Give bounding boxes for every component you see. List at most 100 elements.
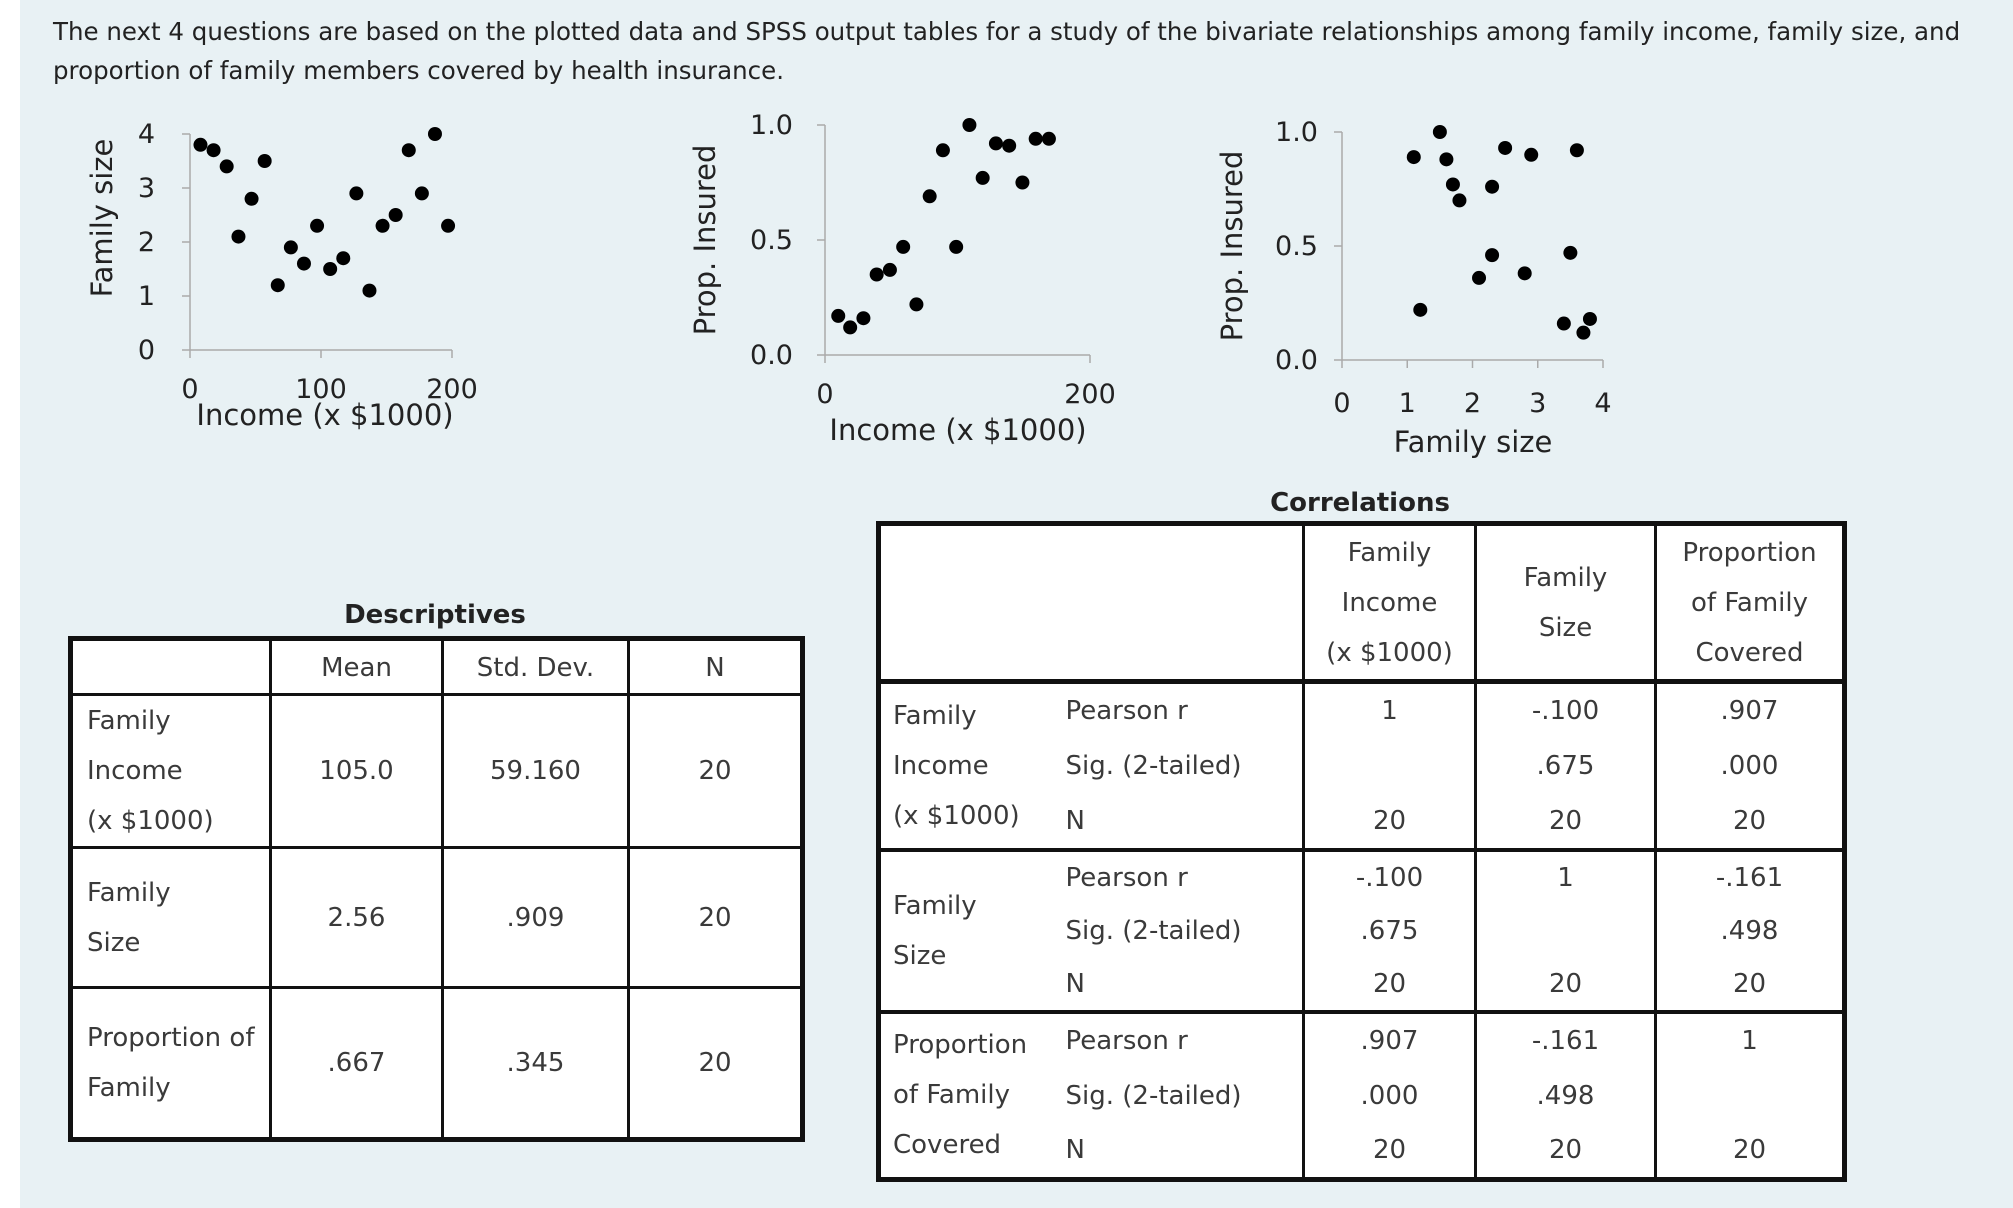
n-income: 20: [627, 693, 804, 849]
scatter-point: [375, 218, 390, 233]
scatter-point: [856, 311, 871, 326]
scatter-point: [283, 240, 298, 255]
y-tick-label: 1.0: [1275, 117, 1318, 148]
header-family-income: Family Income (x $1000): [1302, 523, 1476, 684]
scatter-point: [414, 186, 429, 201]
header-line: Family: [1347, 537, 1432, 568]
header-std-dev: Std. Dev.: [441, 637, 630, 696]
scatter-point: [988, 136, 1003, 151]
scatter-point: [441, 218, 456, 233]
label-line: (x $1000): [893, 800, 1020, 831]
scatter-point: [962, 118, 977, 132]
stat-label: Sig. (2-tailed): [1065, 750, 1242, 781]
label-line: Income: [87, 756, 183, 786]
y-tick-label: 0: [138, 335, 155, 366]
scatter-point: [1445, 177, 1460, 192]
label-line: Covered: [893, 1130, 1002, 1161]
row-label-proportion: Proportion of Family: [69, 986, 272, 1141]
corr-cell: .000: [1654, 737, 1845, 794]
corr-row-prop-pearson: Proportion of Family Covered Pearson r .…: [879, 1011, 1845, 1160]
group-label-size: Family Size: [878, 849, 1054, 1014]
scatter-point: [244, 191, 259, 206]
scatter-point: [206, 143, 221, 158]
scatter-point: [310, 218, 325, 233]
corr-cell: -.100: [1474, 681, 1656, 738]
header-n: N: [627, 637, 804, 696]
row-label-income: Family Income (x $1000): [69, 693, 272, 849]
scatter-point: [270, 278, 285, 293]
stat-label: Sig. (2-tailed): [1065, 915, 1242, 946]
scatter-point: [1485, 179, 1500, 194]
label-line: Family: [893, 890, 977, 921]
scatter-point: [1413, 302, 1428, 317]
scatter-point: [935, 143, 950, 158]
header-line: of Family: [1691, 587, 1808, 618]
corr-cell: [1302, 737, 1476, 794]
scatter-point: [1406, 150, 1421, 165]
corr-cell: 20: [1302, 957, 1476, 1014]
corr-cell: 20: [1654, 957, 1845, 1014]
x-axis-title: Income (x $1000): [196, 398, 453, 432]
header-mean: Mean: [269, 637, 444, 696]
x-axis-title: Income (x $1000): [829, 413, 1086, 447]
scatter-point: [1524, 147, 1539, 162]
corr-row-income-sig: Sig. (2-tailed) .675 .000: [879, 737, 1845, 794]
mean-income: 105.0: [269, 693, 444, 849]
x-tick-label: 2: [1464, 388, 1481, 419]
scatter-point: [1582, 311, 1597, 326]
scatter-point: [882, 262, 897, 277]
label-line: Size: [87, 927, 141, 958]
y-axis-title: Prop. Insured: [688, 145, 722, 336]
header-line: (x $1000): [1326, 637, 1453, 668]
group-label-income: Family Income (x $1000): [878, 681, 1054, 852]
header-line: Family: [1523, 562, 1608, 593]
corr-row-income-pearson: Family Income (x $1000) Pearson r 1 -.10…: [878, 681, 1845, 852]
y-tick-label: 0.5: [750, 225, 793, 256]
label-line: Family: [893, 700, 977, 731]
scatter-point: [1028, 131, 1043, 146]
scatter-point: [869, 267, 884, 282]
corr-cell: [1474, 903, 1656, 958]
sd-income: 59.160: [441, 693, 630, 849]
scatter-point: [1439, 152, 1454, 167]
label-line: Family: [87, 877, 171, 908]
header-line: Proportion: [1682, 537, 1817, 568]
scatter-point: [257, 154, 272, 168]
corr-cell: 20: [1474, 957, 1656, 1014]
stat-label: Pearson r: [1065, 862, 1188, 893]
label-line: Family: [87, 1073, 171, 1103]
scatter-point: [427, 127, 442, 141]
y-tick-label: 3: [138, 173, 155, 204]
label-line: Family: [87, 706, 171, 736]
correlations-corner-cell: [878, 523, 1304, 684]
correlations-header-row: Family Income (x $1000) Family Size Prop…: [878, 523, 1845, 684]
label-line: of Family: [893, 1080, 1010, 1111]
header-line: Covered: [1695, 637, 1804, 668]
mean-proportion: .667: [269, 986, 444, 1141]
header-line: Income: [1341, 587, 1438, 618]
scatter-point: [909, 297, 924, 312]
scatter-point: [349, 186, 364, 201]
header-proportion-covered: Proportion of Family Covered: [1654, 523, 1845, 684]
corr-cell: .498: [1654, 903, 1845, 958]
y-tick-label: 0.5: [1275, 231, 1318, 262]
corr-cell: 20: [1302, 1123, 1476, 1180]
intro-text: The next 4 questions are based on the pl…: [53, 17, 1961, 85]
scatter-point: [831, 308, 846, 323]
descriptives-row-income: Family Income (x $1000) 105.0 59.160 20: [69, 693, 804, 849]
label-line: Size: [893, 940, 947, 971]
scatter-point: [1498, 140, 1513, 155]
corr-cell: 20: [1474, 1123, 1656, 1180]
corr-cell: .907: [1302, 1011, 1476, 1068]
corr-cell: .907: [1654, 681, 1845, 738]
stat-label: N: [1053, 957, 1304, 1014]
corr-cell: -.161: [1474, 1011, 1656, 1068]
sd-proportion: .345: [441, 986, 630, 1141]
scatter-point: [323, 262, 338, 276]
corr-cell: [1654, 1067, 1845, 1124]
x-tick-label: 0: [816, 379, 833, 410]
scatter-point: [922, 189, 937, 204]
scatter-point: [296, 256, 311, 271]
